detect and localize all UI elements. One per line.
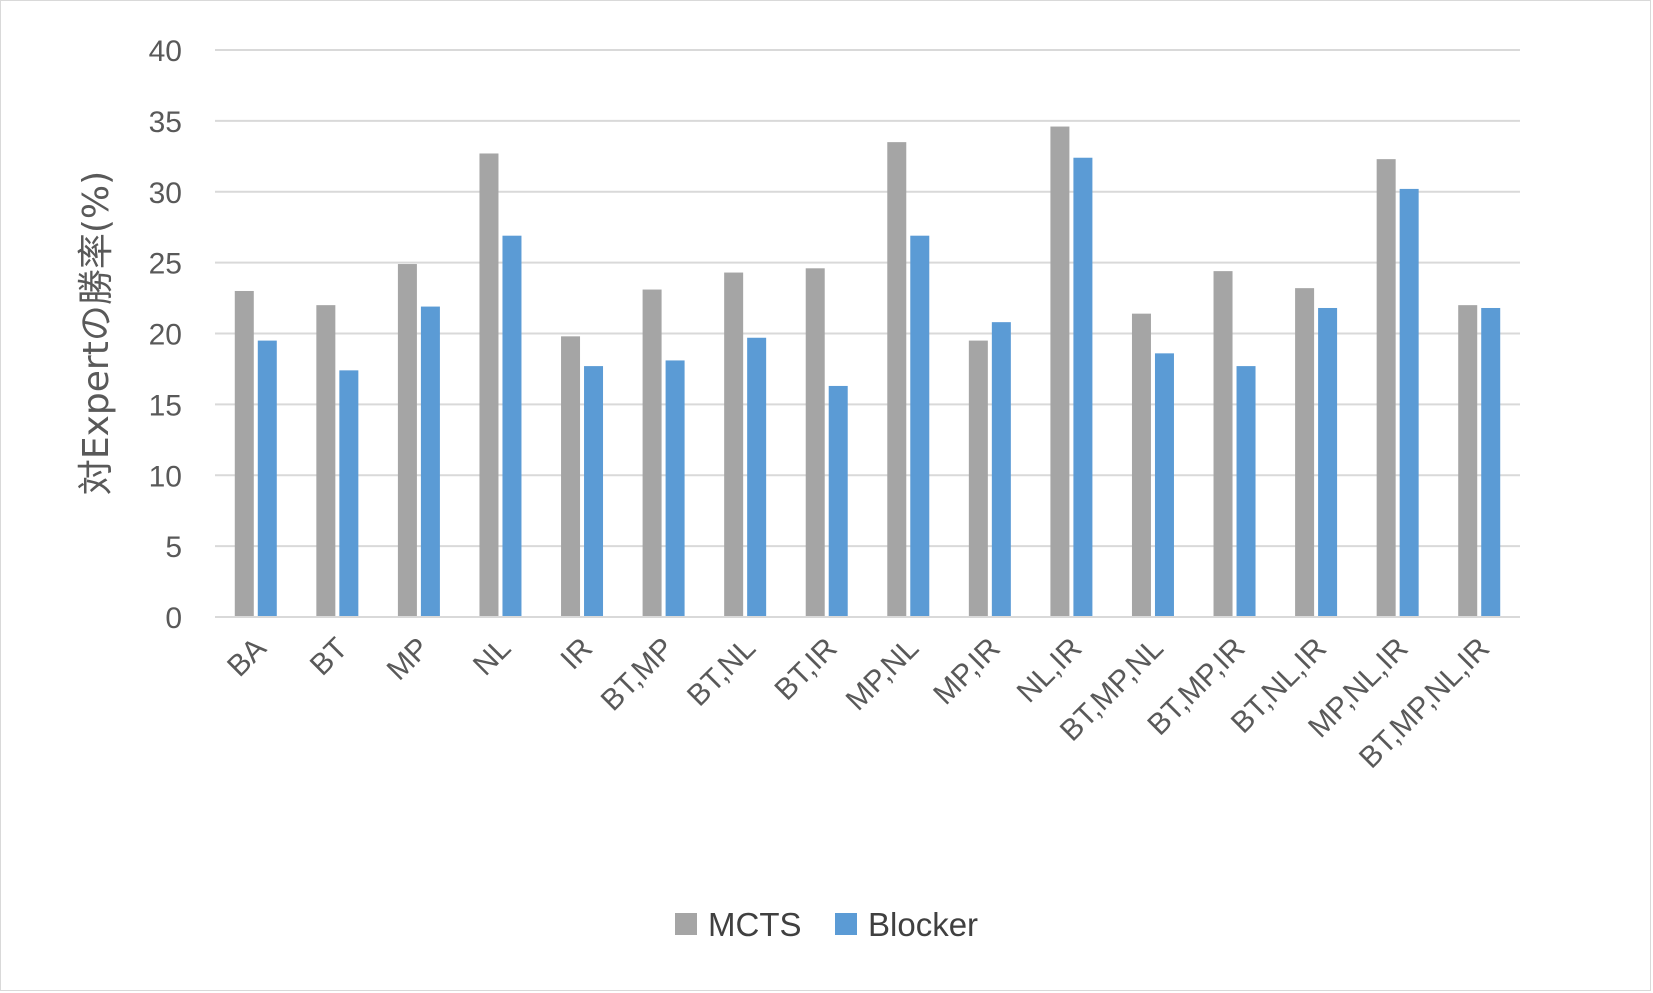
- legend-label-mcts: MCTS: [708, 906, 802, 943]
- x-tick-label: BT,MP: [595, 632, 681, 718]
- bar-blocker-nl-ir: [1073, 157, 1093, 618]
- x-tick-label: BT,NL: [681, 632, 762, 713]
- x-tick-label: BT,IR: [768, 632, 843, 707]
- bar-mcts-bt: [316, 305, 336, 617]
- bar-mcts-nl-ir: [1050, 126, 1070, 618]
- bar-mcts-mp-nl-ir: [1376, 159, 1396, 617]
- y-tick-label: 30: [149, 177, 182, 210]
- y-tick-label: 25: [149, 248, 182, 281]
- bar-mcts-bt-mp: [642, 289, 662, 617]
- x-tick-label: MP,IR: [927, 632, 1007, 712]
- bar-blocker-mp-nl: [910, 235, 930, 617]
- y-tick-label: 10: [149, 460, 182, 493]
- y-tick-label: 35: [149, 106, 182, 139]
- bar-blocker-mp-ir: [991, 322, 1011, 617]
- legend: MCTS Blocker: [675, 906, 978, 943]
- bars: [234, 126, 1501, 618]
- bar-blocker-mp: [420, 306, 440, 617]
- y-tick-label: 5: [165, 531, 182, 564]
- bar-blocker-bt-mp-nl: [1154, 353, 1174, 617]
- bar-mcts-mp-ir: [968, 340, 988, 617]
- legend-swatch-mcts: [675, 913, 697, 935]
- x-tick-label: IR: [554, 632, 599, 677]
- bar-blocker-bt-ir: [828, 385, 848, 617]
- bar-blocker-mp-nl-ir: [1399, 188, 1419, 618]
- bar-mcts-bt-nl-ir: [1295, 288, 1315, 617]
- bar-blocker-ba: [257, 340, 277, 617]
- y-tick-label: 0: [165, 602, 182, 635]
- bar-mcts-bt-nl: [724, 272, 744, 617]
- bar-mcts-mp-nl: [887, 142, 907, 617]
- y-axis-title: 対Expertの勝率(%): [76, 171, 117, 495]
- bar-mcts-ir: [561, 336, 581, 617]
- y-tick-label: 40: [149, 35, 182, 68]
- x-tick-label: BA: [221, 632, 273, 684]
- legend-label-blocker: Blocker: [868, 906, 978, 943]
- bar-blocker-bt-mp-ir: [1236, 366, 1256, 617]
- x-tick-label: MP: [381, 632, 436, 687]
- bar-mcts-bt-mp-nl: [1131, 313, 1151, 617]
- x-tick-label: BT: [304, 632, 354, 682]
- bar-mcts-bt-mp-ir: [1213, 271, 1233, 617]
- bar-blocker-bt-nl-ir: [1318, 307, 1338, 617]
- bar-mcts-bt-ir: [805, 268, 825, 617]
- bar-mcts-nl: [479, 153, 499, 618]
- bar-blocker-bt-nl: [747, 337, 767, 617]
- bar-blocker-bt: [339, 370, 359, 617]
- x-tick-label: NL: [467, 632, 517, 682]
- x-tick-label: MP,NL: [840, 632, 925, 717]
- x-tick-label: NL,IR: [1011, 632, 1089, 710]
- y-tick-label: 20: [149, 319, 182, 352]
- y-axis-ticks: 0 5 10 15 20 25 30 35 40: [149, 35, 182, 635]
- bar-blocker-ir: [584, 366, 604, 617]
- bar-blocker-nl: [502, 235, 522, 617]
- bar-mcts-mp: [397, 264, 417, 617]
- y-tick-label: 15: [149, 389, 182, 422]
- legend-swatch-blocker: [835, 913, 857, 935]
- bar-blocker-bt-mp: [665, 360, 685, 617]
- bar-mcts-bt-mp-nl-ir: [1458, 305, 1478, 617]
- bar-mcts-ba: [234, 290, 254, 617]
- bar-blocker-bt-mp-nl-ir: [1481, 307, 1501, 617]
